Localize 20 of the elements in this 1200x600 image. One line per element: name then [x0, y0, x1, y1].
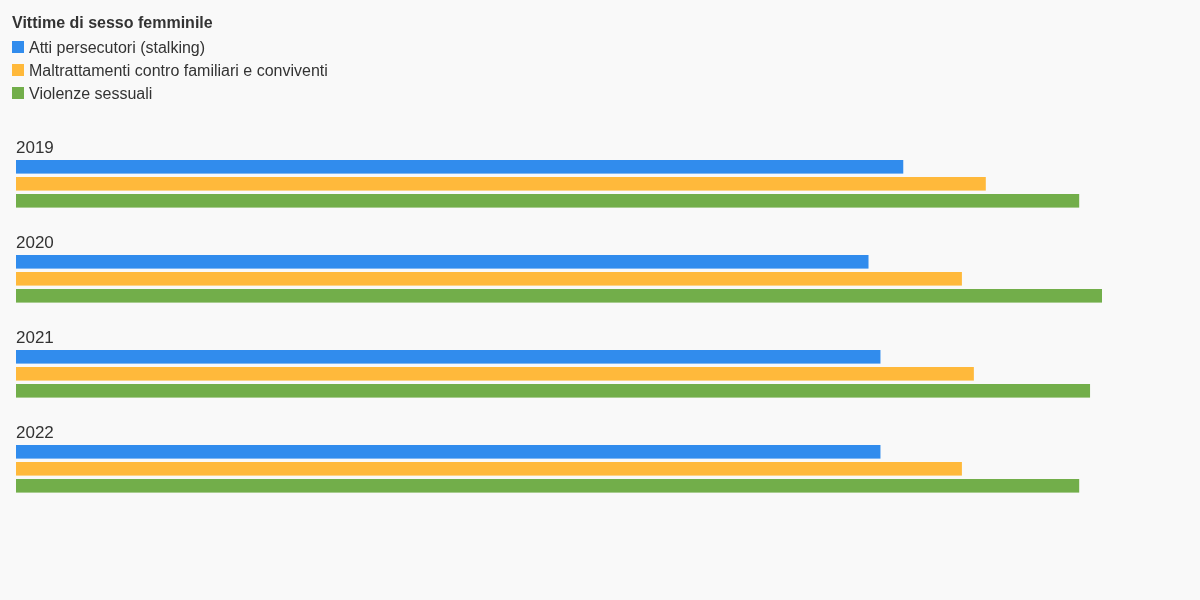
bar	[16, 289, 1102, 303]
bar	[16, 384, 1091, 398]
bar	[16, 479, 1080, 493]
bar	[16, 445, 881, 459]
legend-label: Atti persecutori (stalking)	[29, 38, 206, 56]
legend-label: Maltrattamenti contro familiari e conviventi	[29, 61, 328, 79]
bar	[16, 462, 962, 476]
bar	[16, 272, 962, 286]
legend-label: Violenze sessuali	[29, 84, 153, 102]
bar	[16, 177, 986, 191]
bar	[16, 160, 904, 174]
y-tick-label: 2019	[16, 138, 54, 157]
y-tick-label: 2020	[16, 233, 54, 252]
y-tick-label: 2022	[16, 423, 54, 442]
bar	[16, 255, 869, 269]
legend-title: Vittime di sesso femminile	[12, 14, 213, 31]
bar	[16, 350, 881, 364]
bar	[16, 367, 974, 381]
y-tick-label: 2021	[16, 328, 54, 347]
bar	[16, 194, 1080, 208]
